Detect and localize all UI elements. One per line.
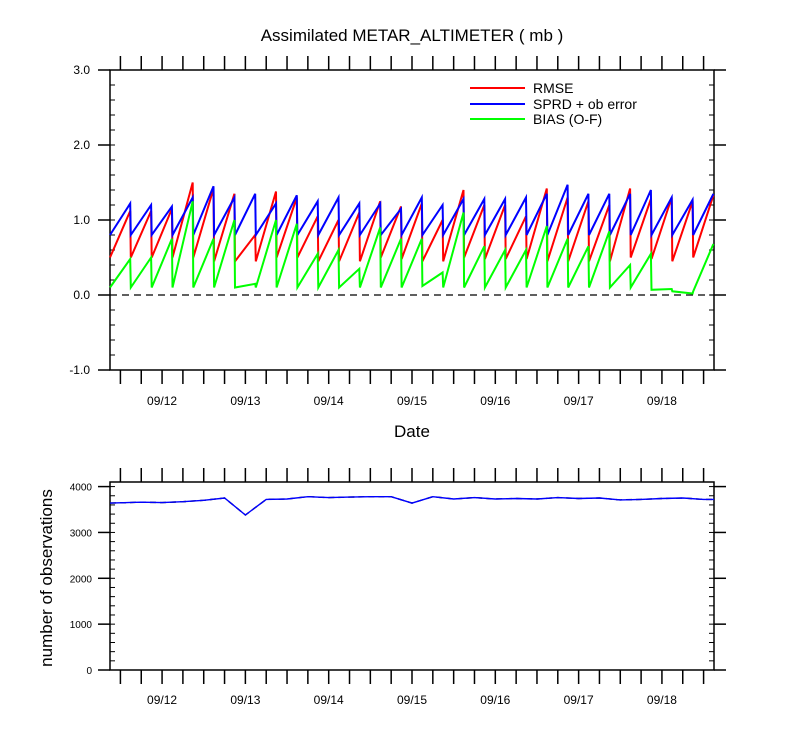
y-tick-label: 3000 (70, 528, 93, 539)
x-tick-label: 09/18 (647, 693, 677, 707)
x-tick-label: 09/17 (564, 693, 594, 707)
series-bias-line (109, 201, 715, 295)
legend-label-bias: BIAS (O-F) (533, 111, 602, 127)
top-panel: 3.0 2.0 1.0 0.0 -1.0 09/12 09/13 09/14 09/15 09/1… (69, 56, 726, 408)
bottom-y-axis-label: number of observations (37, 489, 56, 667)
x-tick-label: 09/12 (147, 394, 177, 408)
x-tick-label: 09/13 (230, 394, 260, 408)
series-rmse-line (109, 182, 715, 265)
legend: RMSE SPRD + ob error BIAS (O-F) (470, 80, 637, 127)
x-tick-label: 09/13 (230, 693, 260, 707)
bottom-panel: 4000 3000 2000 1000 0 09/12 09/13 09/14 09/15 09/… (70, 468, 726, 707)
bottom-plot-frame (109, 481, 715, 671)
y-tick-label: -1.0 (69, 363, 90, 377)
legend-label-sprd: SPRD + ob error (533, 96, 637, 112)
y-tick-label: 0.0 (73, 288, 90, 302)
chart-title: Assimilated METAR_ALTIMETER ( mb ) (261, 26, 564, 45)
top-plot-frame (109, 69, 715, 371)
x-tick-label: 09/17 (564, 394, 594, 408)
y-tick-label: 2000 (70, 574, 93, 585)
y-tick-label: 1.0 (73, 213, 90, 227)
x-tick-label: 09/15 (397, 693, 427, 707)
x-tick-label: 09/14 (314, 394, 344, 408)
x-tick-label: 09/16 (480, 394, 510, 408)
series-sprd-line (109, 184, 715, 239)
x-tick-label: 09/18 (647, 394, 677, 408)
obs-line (109, 495, 714, 516)
x-tick-label: 09/16 (480, 693, 510, 707)
x-tick-label: 09/12 (147, 693, 177, 707)
x-tick-label: 09/14 (314, 693, 344, 707)
x-tick-label: 09/15 (397, 394, 427, 408)
y-tick-label: 4000 (70, 483, 93, 494)
y-tick-label: 1000 (70, 620, 93, 631)
y-tick-label: 0 (86, 666, 92, 677)
top-x-axis-label: Date (394, 422, 430, 441)
legend-label-rmse: RMSE (533, 80, 573, 96)
y-tick-label: 3.0 (73, 63, 90, 77)
y-tick-label: 2.0 (73, 138, 90, 152)
